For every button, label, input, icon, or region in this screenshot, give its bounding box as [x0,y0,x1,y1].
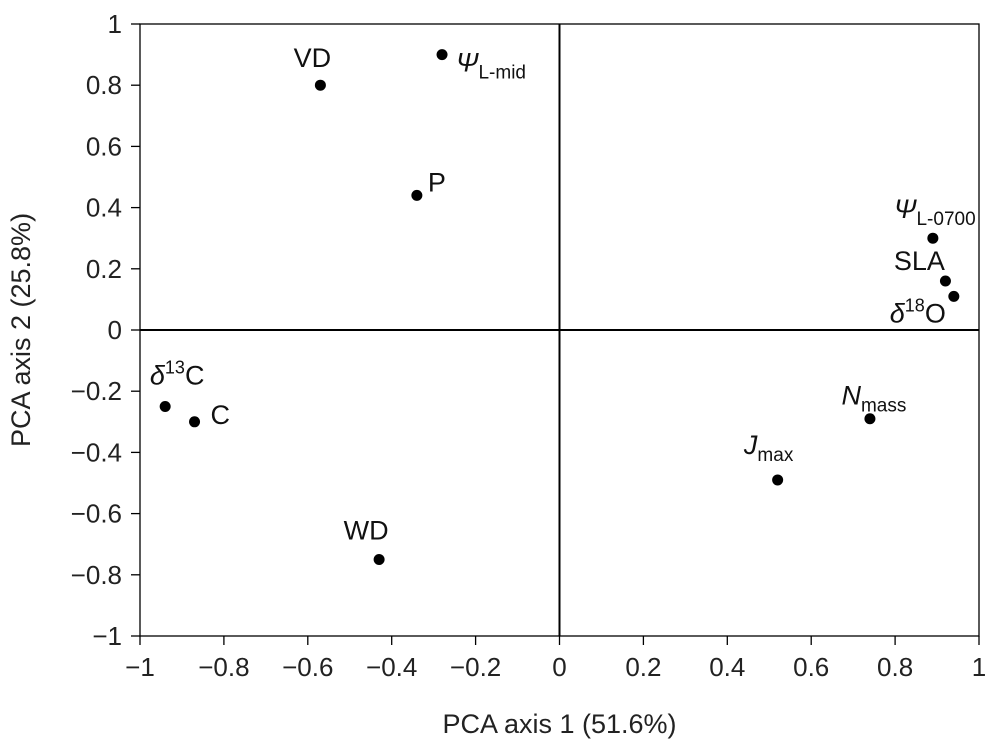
label-main: WD [344,516,389,546]
plot-area [139,23,980,637]
label-subscript: L-mid [478,63,526,84]
point-label-jmax: Jmax [743,430,794,466]
x-tick-label: 0.4 [709,652,745,682]
y-tick-label: 0.2 [86,254,122,284]
y-tick-label: −0.2 [71,376,122,406]
y-tick-label: 1 [108,9,122,39]
y-tick-label: −1 [92,621,122,651]
label-main: δ [890,298,906,328]
x-tick-label: −0.4 [366,652,417,682]
label-superscript: 13 [165,358,185,378]
label-suffix: C [185,361,205,391]
label-main: δ [150,361,166,391]
point-c [189,416,201,428]
point-label-p: P [428,167,446,197]
label-main: VD [294,43,332,73]
point-label-psi-l-mid: ΨL-mid [456,48,526,84]
label-suffix: O [925,298,946,328]
y-tick-label: −0.8 [71,560,122,590]
point-delta18o [948,290,960,302]
x-tick-label: 0.6 [793,652,829,682]
x-tick-label: 0 [552,652,566,682]
point-psi-l-mid [436,49,448,61]
x-tick-label: −1 [125,652,155,682]
point-label-delta13c: δ13C [150,358,205,391]
point-jmax [772,474,784,486]
point-label-vd: VD [294,43,332,73]
y-tick-label: 0.4 [86,193,122,223]
point-label-nmass: Nmass [841,381,906,417]
label-main: J [743,430,758,460]
point-label-sla: SLA [894,246,945,276]
x-tick-label: 1 [972,652,986,682]
point-psi-l-0700 [927,232,939,244]
point-vd [314,79,326,91]
label-main: N [841,381,861,411]
point-label-delta18o: δ18O [890,295,946,328]
point-label-wd: WD [344,516,389,546]
x-axis-title: PCA axis 1 (51.6%) [442,709,676,739]
y-tick-label: 0.8 [86,70,122,100]
point-sla [939,275,951,287]
x-tick-label: 0.2 [625,652,661,682]
x-tick-label: −0.2 [450,652,501,682]
label-main: Ψ [894,194,917,224]
label-main: C [211,400,231,430]
y-tick-label: −0.4 [71,437,122,467]
point-delta13c [159,401,171,412]
point-label-c: C [211,400,231,430]
y-tick-label: 0.6 [86,131,122,161]
x-tick-label: −0.6 [282,652,333,682]
point-nmass [864,413,876,425]
y-tick-label: 0 [108,315,122,345]
label-subscript: mass [861,396,906,417]
x-tick-label: −0.8 [198,652,249,682]
point-wd [373,554,385,565]
y-axis-title: PCA axis 2 (25.8%) [6,213,36,447]
label-subscript: L-0700 [916,209,975,230]
label-subscript: max [757,445,793,466]
point-p [411,189,423,201]
y-tick-label: −0.6 [71,499,122,529]
axis-ticks: −1 −0.8 −0.6 −0.4 −0.2 0 0.2 0.4 0.6 0.8 1 1 0.8 0.6 0… [71,9,987,682]
label-main: SLA [894,246,945,276]
x-tick-label: 0.8 [877,652,913,682]
label-main: P [428,167,446,197]
label-main: Ψ [456,48,479,78]
point-label-psi-l-0700: ΨL-0700 [894,194,976,230]
label-superscript: 18 [905,295,925,315]
